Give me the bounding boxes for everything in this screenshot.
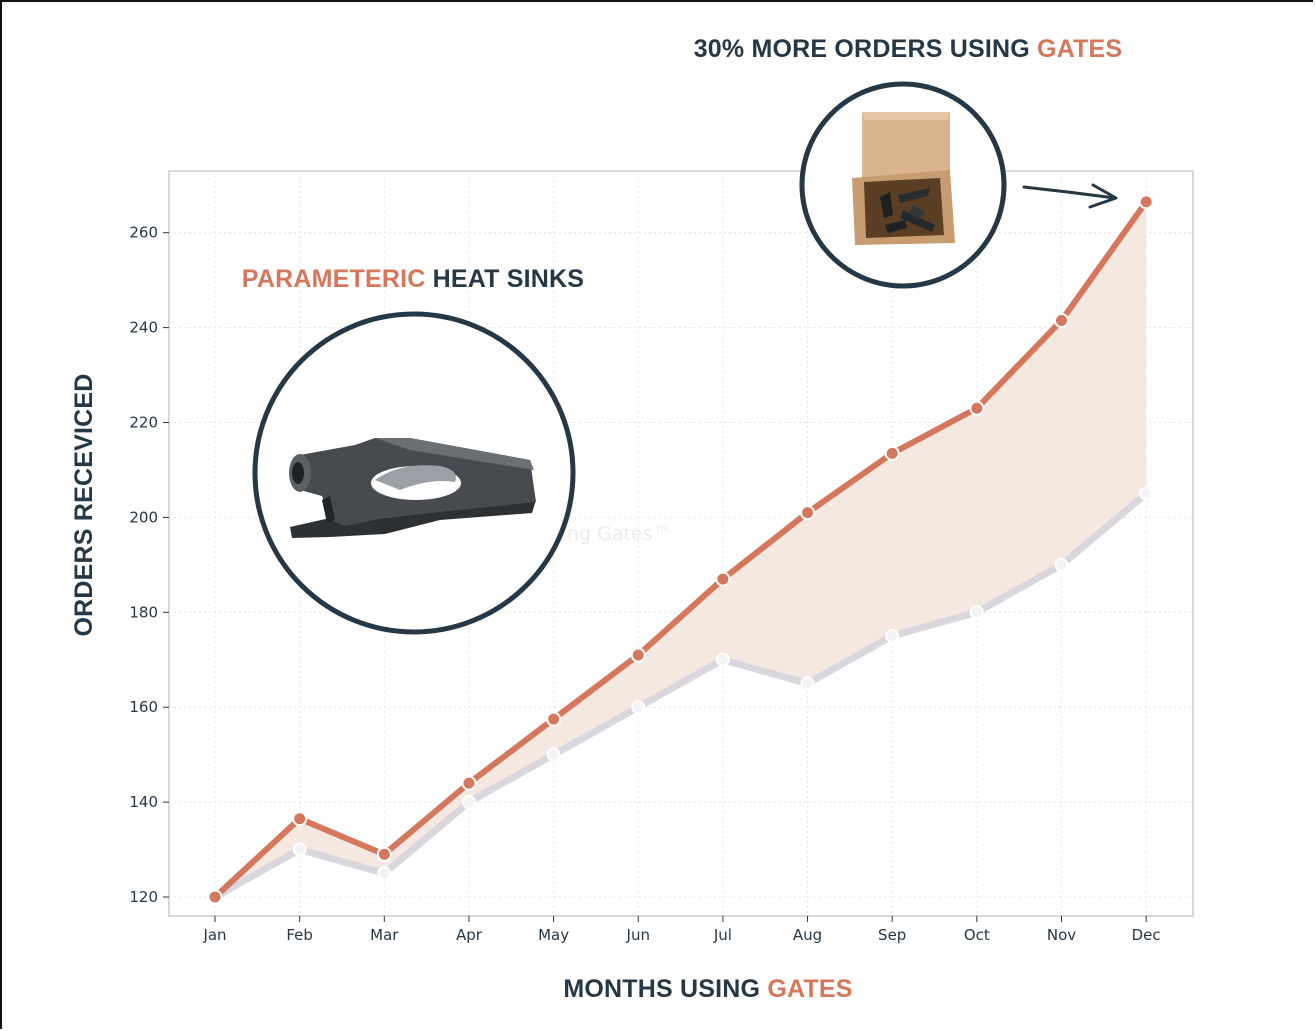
- heat-sink-icon: [252, 311, 576, 635]
- data-point-series-2: [461, 795, 476, 810]
- x-axis-title-prefix: MONTHS USING: [563, 975, 767, 1003]
- top-headline-prefix: 30% MORE ORDERS USING: [694, 35, 1037, 63]
- x-tick-label: Sep: [878, 926, 906, 944]
- data-point-series-2: [885, 629, 900, 644]
- data-point-series-1: [969, 400, 985, 416]
- y-tick-label: 120: [129, 888, 158, 906]
- watermark: ng Gates™: [567, 523, 672, 545]
- heat-sink-headline: PARAMETERIC HEAT SINKS: [242, 265, 584, 293]
- x-tick-label: Jun: [626, 926, 650, 944]
- x-tick-label: Nov: [1047, 926, 1076, 944]
- series-line-orders-gates: [212, 198, 1150, 901]
- data-point-series-1: [1054, 312, 1069, 328]
- y-tick-labels: 120 140 160 180 200 220 240 260: [129, 224, 169, 906]
- data-point-series-1: [207, 889, 223, 905]
- x-tick-labels: Jan Feb Mar Apr May Jun Jul Aug Sep Oct Nov Dec: [202, 916, 1161, 944]
- x-tick-label: Apr: [456, 926, 483, 944]
- data-point-series-2: [377, 866, 392, 881]
- series-line-orders-with-gates: [211, 490, 1150, 901]
- data-point-series-2: [546, 747, 561, 762]
- data-point-series-1: [630, 647, 646, 663]
- data-point-series-2: [969, 605, 984, 620]
- data-point-series-2: [800, 676, 815, 691]
- data-point-series-1: [461, 775, 477, 791]
- y-tick-label: 140: [129, 793, 158, 811]
- y-tick-label: 220: [129, 413, 158, 431]
- y-tick-label: 180: [129, 603, 158, 621]
- arrow-right-icon: [1022, 183, 1118, 209]
- x-tick-label: Mar: [370, 926, 399, 944]
- x-tick-label: Jul: [713, 926, 732, 944]
- data-point-series-2: [631, 700, 646, 715]
- heat-sink-headline-accent: PARAMETERIC: [242, 265, 426, 293]
- x-tick-label: Aug: [793, 926, 822, 944]
- data-point-series-2: [1139, 486, 1154, 501]
- data-point-series-2: [1054, 557, 1069, 572]
- data-point-series-1: [292, 811, 308, 827]
- data-point-series-1: [800, 505, 816, 521]
- x-tick-label: Feb: [286, 926, 313, 944]
- y-axis-title: ORDERS RECEVICED: [70, 374, 98, 637]
- y-tick-label: 240: [129, 319, 158, 337]
- data-point-series-1: [546, 711, 562, 727]
- data-point-series-1: [1138, 194, 1154, 210]
- x-tick-label: Jan: [202, 926, 226, 944]
- data-point-series-1: [884, 445, 900, 461]
- heat-sink-headline-suffix: HEAT SINKS: [425, 265, 584, 293]
- data-point-series-2: [292, 842, 307, 857]
- x-tick-label: Dec: [1132, 926, 1161, 944]
- x-axis-title-accent: GATES: [767, 975, 852, 1003]
- x-tick-label: May: [538, 926, 569, 944]
- x-tick-label: Oct: [964, 926, 990, 944]
- y-tick-label: 160: [129, 698, 158, 716]
- y-tick-label: 260: [129, 224, 158, 242]
- data-point-series-2: [715, 652, 730, 667]
- data-point-series-1: [376, 846, 392, 862]
- data-point-series-1: [715, 571, 731, 587]
- shipping-box-icon: [799, 81, 1007, 289]
- difference-area: [215, 201, 1147, 898]
- data-points: [207, 194, 1154, 905]
- y-tick-label: 200: [129, 508, 158, 526]
- x-axis-title: MONTHS USING GATES: [563, 975, 852, 1003]
- top-headline-accent: GATES: [1037, 35, 1122, 63]
- grid: [169, 171, 1193, 916]
- top-headline: 30% MORE ORDERS USING GATES: [694, 35, 1123, 63]
